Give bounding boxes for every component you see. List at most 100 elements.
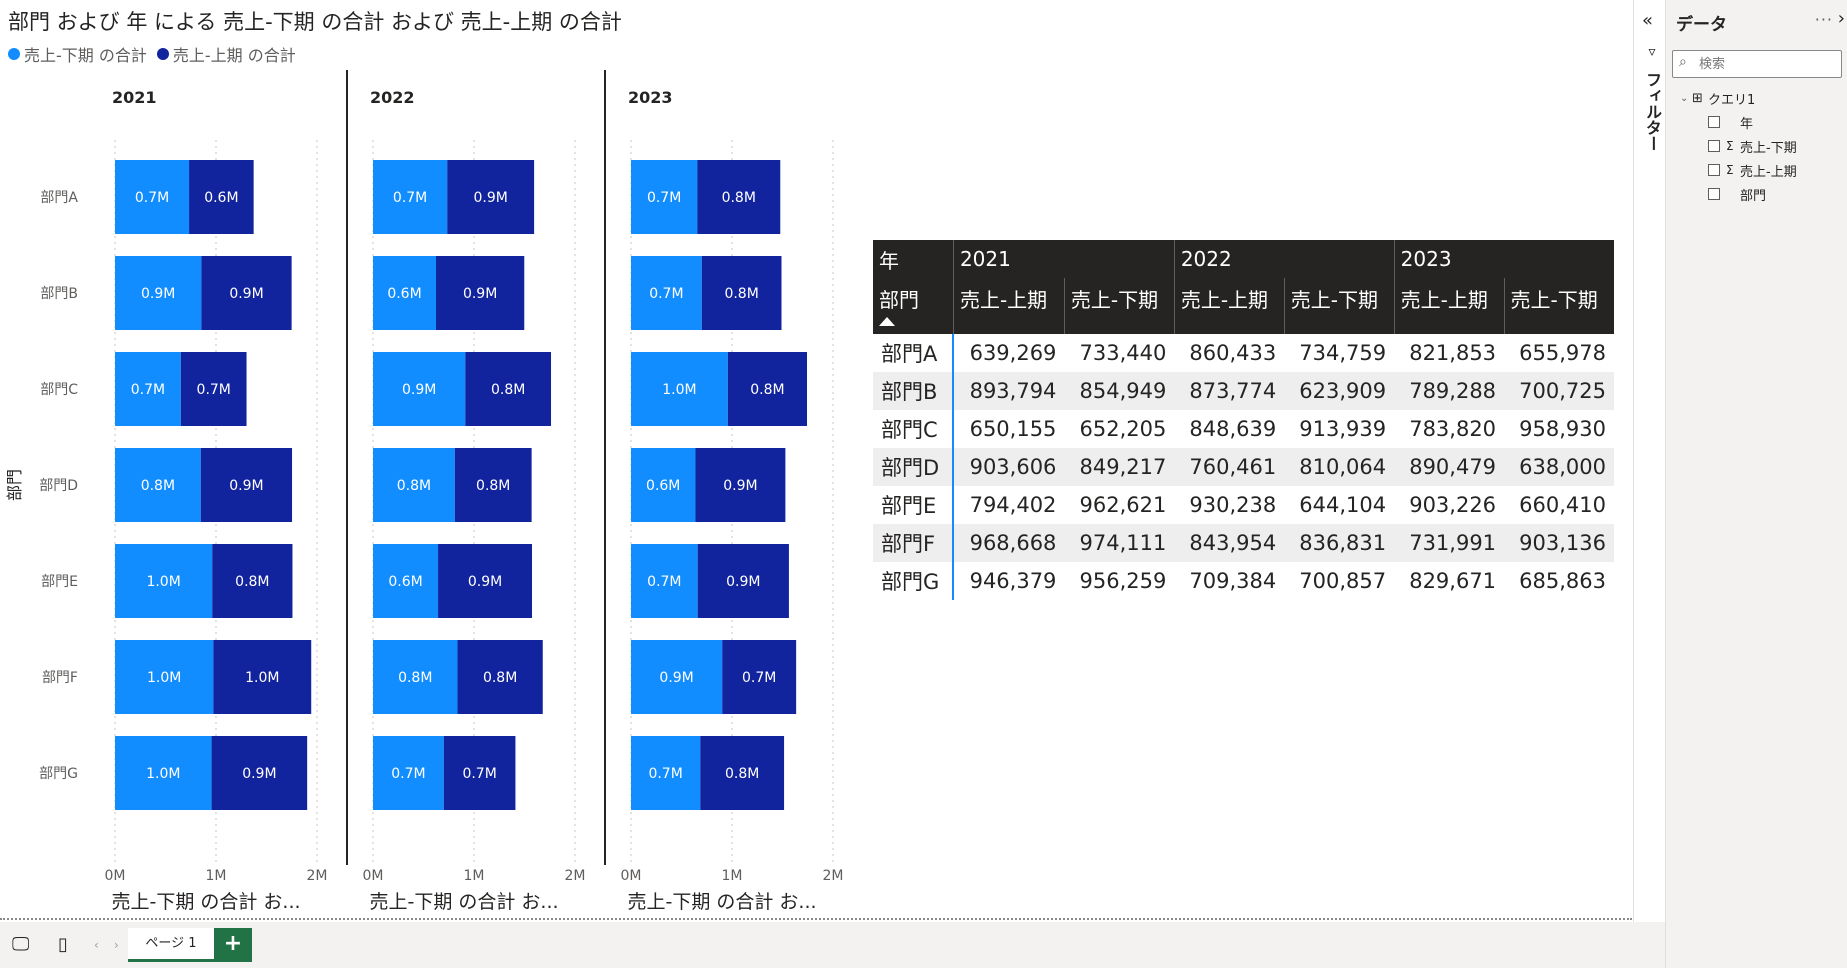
data-label: 0.6M	[388, 574, 422, 590]
chevron-right-icon[interactable]: ›	[1837, 8, 1845, 29]
legend-item-lower[interactable]: 売上-下期 の合計	[8, 42, 147, 66]
field-item[interactable]: Σ 売上-下期	[1680, 134, 1797, 158]
search-input[interactable]	[1699, 55, 1837, 73]
bar[interactable]	[457, 640, 543, 714]
data-label: 0.8M	[491, 382, 525, 398]
filters-label: フィルター	[1643, 71, 1662, 152]
bar[interactable]	[115, 736, 212, 810]
bar[interactable]	[631, 160, 698, 234]
sigma-icon: Σ	[1726, 163, 1734, 177]
field-checkbox[interactable]	[1708, 140, 1720, 152]
bar[interactable]	[722, 640, 797, 714]
search-box[interactable]: ⌕	[1672, 50, 1842, 78]
legend-item-upper[interactable]: 売上-上期 の合計	[156, 42, 296, 66]
year-header: 2021	[952, 240, 1175, 278]
bar[interactable]	[447, 160, 535, 234]
bar[interactable]	[631, 736, 701, 810]
table-cell: 903,226	[1409, 493, 1497, 517]
bar[interactable]	[631, 544, 698, 618]
bar[interactable]	[697, 160, 781, 234]
bar[interactable]	[695, 448, 786, 522]
bar[interactable]	[115, 160, 190, 234]
bar[interactable]	[700, 736, 785, 810]
measure-header[interactable]: 売上-下期	[1503, 278, 1614, 334]
matrix-table[interactable]: 年 2021 2022 2023 部門 売上-上期 売上-下期 売上-上期 売上…	[873, 240, 1614, 600]
field-item[interactable]: 部門	[1680, 182, 1797, 206]
data-pane: データ ··· › ⌕ ⌄ ⊞ クエリ1 年 Σ 売上-下期 Σ 売上-上期	[1665, 0, 1847, 968]
filters-pane-toggle[interactable]: ▿ フィルター	[1640, 44, 1664, 152]
filters-pane-collapsed[interactable]: « ▿ フィルター	[1633, 0, 1665, 968]
bar[interactable]	[212, 544, 293, 618]
bar[interactable]	[443, 736, 516, 810]
row-label: 部門G	[873, 562, 955, 600]
bar-chart[interactable]: 部門 部門A 部門B 部門C 部門D 部門E 部門F 部門G 2021 0M 1M 2M 売上-下期 の…	[0, 70, 860, 920]
row-header-sort[interactable]: 部門	[873, 278, 954, 334]
bar[interactable]	[373, 736, 444, 810]
bar[interactable]	[454, 448, 532, 522]
measure-header[interactable]: 売上-上期	[952, 278, 1065, 334]
add-page-button[interactable]: +	[214, 928, 252, 962]
data-label: 0.9M	[141, 286, 175, 302]
bar[interactable]	[115, 640, 214, 714]
sort-ascending-icon[interactable]	[879, 317, 895, 326]
bar[interactable]	[631, 448, 696, 522]
bar[interactable]	[436, 256, 525, 330]
measure-header[interactable]: 売上-上期	[1173, 278, 1285, 334]
measure-header[interactable]: 売上-上期	[1393, 278, 1505, 334]
field-checkbox[interactable]	[1708, 116, 1720, 128]
bar[interactable]	[200, 448, 293, 522]
category-label: 部門E	[41, 574, 78, 590]
data-label: 0.7M	[393, 190, 427, 206]
data-label: 0.7M	[649, 286, 683, 302]
chart-title: 部門 および 年 による 売上-下期 の合計 および 売上-上期 の合計	[8, 10, 622, 34]
measure-header[interactable]: 売上-下期	[1063, 278, 1175, 334]
bar[interactable]	[189, 160, 254, 234]
bar[interactable]	[465, 352, 552, 426]
bar[interactable]	[631, 256, 702, 330]
desktop-layout-icon[interactable]: 🖵	[12, 934, 30, 955]
bar[interactable]	[115, 544, 213, 618]
bar[interactable]	[727, 352, 808, 426]
data-label: 0.8M	[235, 574, 269, 590]
bar[interactable]	[373, 352, 466, 426]
mobile-layout-icon[interactable]: ▯	[58, 934, 68, 955]
bar[interactable]	[213, 640, 312, 714]
x-axis-title: 売上-下期 の合計 お...	[111, 891, 300, 913]
bar[interactable]	[201, 256, 292, 330]
page-tab[interactable]: ページ 1	[128, 928, 214, 962]
table-cell: 890,479	[1394, 448, 1505, 486]
bar[interactable]	[211, 736, 308, 810]
data-label: 0.9M	[473, 190, 507, 206]
bar[interactable]	[373, 448, 455, 522]
measure-header[interactable]: 売上-下期	[1283, 278, 1395, 334]
category-label: 部門G	[39, 766, 78, 782]
next-page-icon[interactable]: ›	[114, 938, 119, 952]
more-options-icon[interactable]: ···	[1814, 10, 1833, 29]
prev-page-icon[interactable]: ‹	[94, 938, 99, 952]
chevron-down-icon[interactable]: ⌄	[1680, 92, 1689, 104]
bar[interactable]	[438, 544, 533, 618]
bar[interactable]	[631, 352, 728, 426]
field-item[interactable]: Σ 売上-上期	[1680, 158, 1797, 182]
field-item[interactable]: 年	[1680, 110, 1797, 134]
bar[interactable]	[373, 640, 458, 714]
table-cell: 639,269	[969, 341, 1057, 365]
table-cell: 789,288	[1394, 372, 1505, 410]
x-tick-label: 0M	[105, 868, 126, 884]
bar[interactable]	[701, 256, 782, 330]
double-chevron-left-icon[interactable]: «	[1642, 10, 1654, 31]
table-node[interactable]: ⌄ ⊞ クエリ1	[1680, 86, 1797, 110]
table-cell: 860,433	[1189, 341, 1277, 365]
bar[interactable]	[631, 640, 723, 714]
field-checkbox[interactable]	[1708, 188, 1720, 200]
bar[interactable]	[373, 256, 437, 330]
bar[interactable]	[115, 448, 201, 522]
bar[interactable]	[373, 544, 439, 618]
table-cell: 946,379	[969, 569, 1057, 593]
field-checkbox[interactable]	[1708, 164, 1720, 176]
bar[interactable]	[373, 160, 448, 234]
bar[interactable]	[115, 352, 181, 426]
bar[interactable]	[115, 256, 202, 330]
bar[interactable]	[180, 352, 247, 426]
bar[interactable]	[697, 544, 789, 618]
